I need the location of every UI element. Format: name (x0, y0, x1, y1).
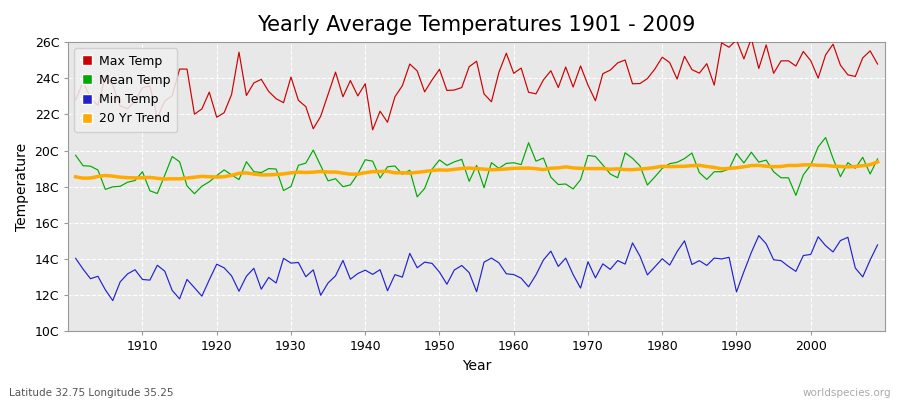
Y-axis label: Temperature: Temperature (15, 143, 29, 231)
Text: worldspecies.org: worldspecies.org (803, 388, 891, 398)
Title: Yearly Average Temperatures 1901 - 2009: Yearly Average Temperatures 1901 - 2009 (257, 15, 696, 35)
X-axis label: Year: Year (462, 359, 491, 373)
Text: Latitude 32.75 Longitude 35.25: Latitude 32.75 Longitude 35.25 (9, 388, 174, 398)
Legend: Max Temp, Mean Temp, Min Temp, 20 Yr Trend: Max Temp, Mean Temp, Min Temp, 20 Yr Tre… (75, 48, 177, 132)
